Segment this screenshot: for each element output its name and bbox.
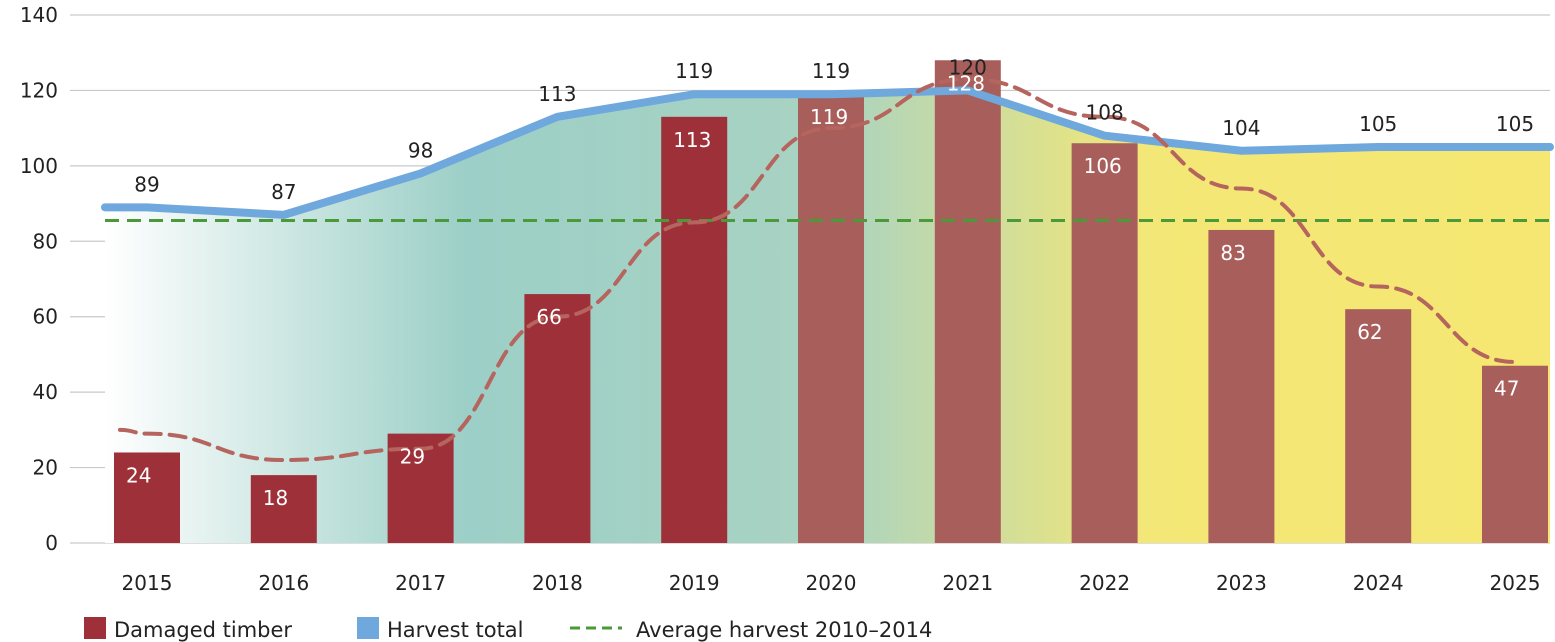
y-tick-80: 80 (33, 229, 58, 253)
legend-label-damaged-timber: Damaged timber (114, 618, 292, 642)
harvest-label-2015: 89 (134, 172, 159, 196)
harvest-label-2021: 120 (949, 55, 987, 79)
bar-label-2016: 18 (263, 486, 288, 510)
harvest-label-2019: 119 (675, 59, 713, 83)
damaged-timber-bars (114, 60, 1548, 543)
bar-label-2019: 113 (673, 128, 711, 152)
bar-label-2025: 47 (1494, 377, 1519, 401)
y-tick-60: 60 (33, 305, 58, 329)
harvest-label-2023: 104 (1222, 116, 1260, 140)
y-tick-40: 40 (33, 380, 58, 404)
y-tick-100: 100 (20, 154, 58, 178)
x-tick-2020: 2020 (806, 571, 857, 595)
x-tick-2017: 2017 (395, 571, 446, 595)
y-tick-120: 120 (20, 78, 58, 102)
harvest-label-2018: 113 (538, 82, 576, 106)
x-tick-2023: 2023 (1216, 571, 1267, 595)
bar-2018 (524, 294, 591, 543)
bar-2023 (1208, 229, 1275, 543)
legend-label-harvest-total: Harvest total (387, 618, 524, 642)
bar-2021 (934, 60, 1001, 543)
bar-label-2022: 106 (1084, 154, 1122, 178)
bar-value-labels: 24 18 29 66 113 119 128 106 83 62 47 (126, 71, 1519, 510)
bar-2016 (250, 475, 317, 543)
legend-label-average-harvest: Average harvest 2010–2014 (636, 618, 932, 642)
harvest-label-2016: 87 (271, 180, 296, 204)
bar-2015 (114, 452, 180, 543)
bar-2017 (387, 433, 454, 543)
harvest-total-line (101, 86, 1554, 219)
legend: Damaged timber Harvest total Average harve… (84, 617, 932, 642)
bar-label-2015: 24 (126, 463, 151, 487)
harvest-value-labels: 89 87 98 113 119 119 120 108 104 105 105 (134, 55, 1534, 203)
legend-swatch-harvest-total (357, 617, 379, 639)
x-tick-2021: 2021 (942, 571, 993, 595)
x-tick-2019: 2019 (669, 571, 720, 595)
y-axis-ticks: 0 20 40 60 80 100 120 140 (20, 3, 58, 555)
bar-2025 (1482, 365, 1548, 543)
bar-2022 (1071, 143, 1138, 543)
bar-label-2023: 83 (1220, 241, 1245, 265)
x-tick-2015: 2015 (122, 571, 173, 595)
x-tick-2024: 2024 (1353, 571, 1404, 595)
bar-label-2020: 119 (810, 105, 848, 129)
x-tick-2018: 2018 (532, 571, 583, 595)
y-tick-0: 0 (45, 531, 58, 555)
x-tick-2022: 2022 (1079, 571, 1130, 595)
damaged-timber-trend-line (118, 77, 1517, 463)
harvest-label-2024: 105 (1359, 112, 1397, 136)
y-tick-20: 20 (33, 456, 58, 480)
legend-swatch-damaged-timber (84, 617, 106, 639)
damaged-timber-trend-line-group (118, 77, 1517, 463)
bar-label-2017: 29 (400, 445, 425, 469)
bar-2020 (798, 94, 864, 543)
bar-label-2018: 66 (536, 305, 561, 329)
harvest-label-2017: 98 (408, 138, 433, 162)
bar-label-2024: 62 (1357, 320, 1382, 344)
harvest-label-2022: 108 (1086, 101, 1124, 125)
bar-2019 (661, 116, 728, 543)
bar-2024 (1345, 309, 1412, 543)
y-tick-140: 140 (20, 3, 58, 27)
harvest-label-2020: 119 (812, 59, 850, 83)
x-axis-ticks: 2015 2016 2017 2018 2019 2020 2021 2022 2023 2024… (122, 571, 1541, 595)
x-tick-2025: 2025 (1490, 571, 1541, 595)
harvest-total-line-group (101, 86, 1554, 219)
bar-label-2021: 128 (947, 71, 985, 95)
harvest-label-2025: 105 (1496, 112, 1534, 136)
x-tick-2016: 2016 (258, 571, 309, 595)
